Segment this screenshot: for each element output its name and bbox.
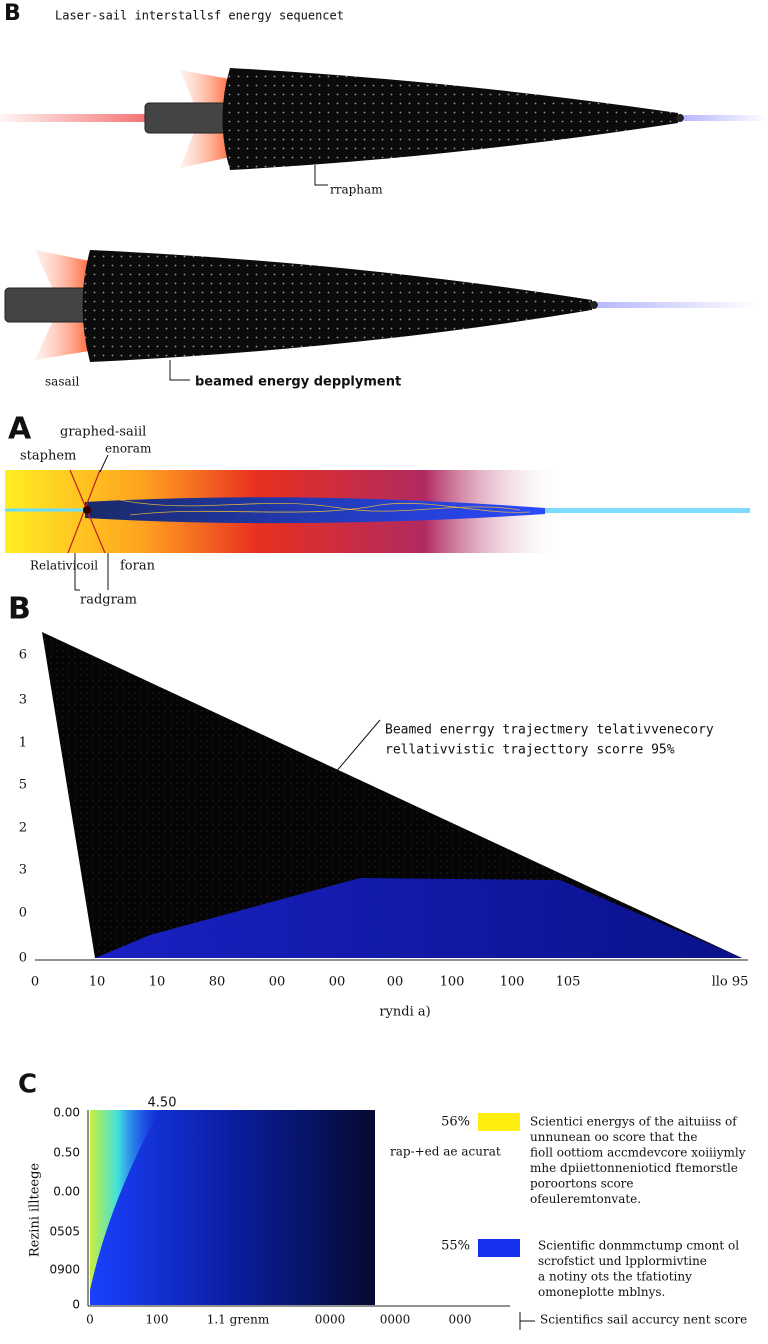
leader-line (334, 719, 381, 774)
legend-percent: 56% (441, 1115, 470, 1130)
x-tick-label: 0 (86, 1313, 94, 1327)
panel-letter: C (18, 1070, 37, 1100)
legend-text: scrofstict und lpplormivtine (538, 1254, 707, 1268)
y-tick-label: 1 (19, 736, 27, 751)
x-tick-label: llo 95 (712, 975, 749, 990)
y-tick-label: 3 (19, 863, 27, 878)
legend-percent: 55% (441, 1239, 470, 1254)
legend-text: Scientific donmmctump cmont ol (538, 1239, 739, 1253)
label: rap-+ed ae acurat (390, 1145, 501, 1159)
panel-letter: B (4, 1, 21, 26)
x-tick-label: 00 (329, 975, 346, 990)
exit-beam (684, 115, 768, 121)
y-tick-label: 0.50 (53, 1146, 80, 1160)
nozzle (4, 287, 94, 323)
x-tick-label: 10 (89, 975, 106, 990)
panel-letter: B (8, 592, 31, 627)
legend-text: a notiny ots the tfatiotiny (538, 1270, 692, 1284)
legend-swatch (478, 1239, 520, 1257)
legend-text: ofeuleremtonvate. (530, 1192, 641, 1206)
x-tick-label: 0000 (315, 1313, 346, 1327)
x-tick-label: 100 (146, 1313, 169, 1327)
sail-cone (222, 68, 678, 170)
x-tick-label: 00 (387, 975, 404, 990)
label: graphed-saiil (60, 425, 146, 440)
x-tick-label: 100 (440, 975, 465, 990)
annotation: beamed energy depplyment (195, 375, 401, 390)
annotation: rellativvistic trajecttory scorre 95% (385, 743, 675, 758)
legend-text: Scientici energys of the aituiiss of (530, 1115, 738, 1129)
legend-text: omoneplotte mblnys. (538, 1285, 665, 1299)
panel-letter: A (8, 412, 32, 447)
legend-text: fioll oottiom accmdevcore xoiiiymly (530, 1146, 746, 1160)
field-lines (119, 499, 531, 516)
legend-text: unnunean oo score that the (530, 1130, 697, 1144)
y-tick-label: 0 (72, 1298, 80, 1312)
sail-cone (85, 497, 545, 524)
label: staphem (20, 449, 76, 464)
y-tick-label: 5 (19, 778, 27, 793)
heatmap-hot-zone (90, 1110, 160, 1290)
sail-tip (590, 301, 598, 309)
label: foran (120, 559, 156, 574)
x-tick-label: 0000 (380, 1313, 411, 1327)
focus-point (83, 506, 91, 514)
x-tick-label: 1.1 grenm (207, 1313, 270, 1327)
exit-beam (545, 508, 750, 513)
laser-beam (0, 114, 150, 122)
sail-tip (676, 114, 684, 122)
y-tick-label: 0 (19, 906, 27, 921)
footer: Scientifics sail accurcy nent score (540, 1313, 747, 1327)
exit-beam (598, 302, 758, 308)
bracket (519, 1312, 535, 1330)
legend-text: mhe dpiiettonnenioticd ftemorstle (530, 1161, 738, 1175)
y-tick-label: 6 (19, 648, 27, 663)
y-tick-label: 0.00 (53, 1106, 80, 1120)
label: radgram (80, 593, 137, 608)
x-tick-label: 80 (209, 975, 226, 990)
y-tick-label: 3 (19, 693, 27, 708)
sail-cone (82, 250, 592, 362)
x-tick-label: 100 (500, 975, 525, 990)
y-tick-label: 0505 (49, 1225, 80, 1239)
energy-region (95, 878, 742, 958)
label: Relativicoil (30, 559, 98, 573)
y-tick-label: 0 (19, 951, 27, 966)
annotation: rrapham (330, 183, 383, 197)
y-tick-label: 2 (19, 821, 27, 836)
leader-line (169, 360, 190, 381)
leader-line (314, 165, 328, 186)
chart-title: 4.50 (148, 1096, 177, 1111)
x-tick-label: 105 (556, 975, 581, 990)
annotation: sasail (45, 375, 79, 389)
label: enoram (105, 442, 152, 456)
leader-line (74, 575, 80, 591)
x-tick-label: 10 (149, 975, 166, 990)
legend-swatch (478, 1113, 520, 1131)
figure-title: Laser-sail interstallsf energy sequencet (55, 9, 344, 23)
y-tick-label: 0900 (49, 1263, 80, 1277)
leader-line (99, 454, 109, 473)
annotation: Beamed enerrgy trajectmery telativveneco… (385, 723, 714, 738)
y-tick-label: 0.00 (53, 1185, 80, 1199)
x-tick-label: 00 (269, 975, 286, 990)
x-tick-label: 000 (449, 1313, 472, 1327)
x-tick-label: 0 (31, 975, 39, 990)
x-axis-label: ryndi a) (379, 1005, 430, 1020)
trajectory-region (42, 632, 742, 958)
nozzle (144, 102, 236, 134)
y-axis-label: Rezini illteege (28, 1163, 43, 1258)
legend-text: poroortons score (530, 1177, 634, 1191)
